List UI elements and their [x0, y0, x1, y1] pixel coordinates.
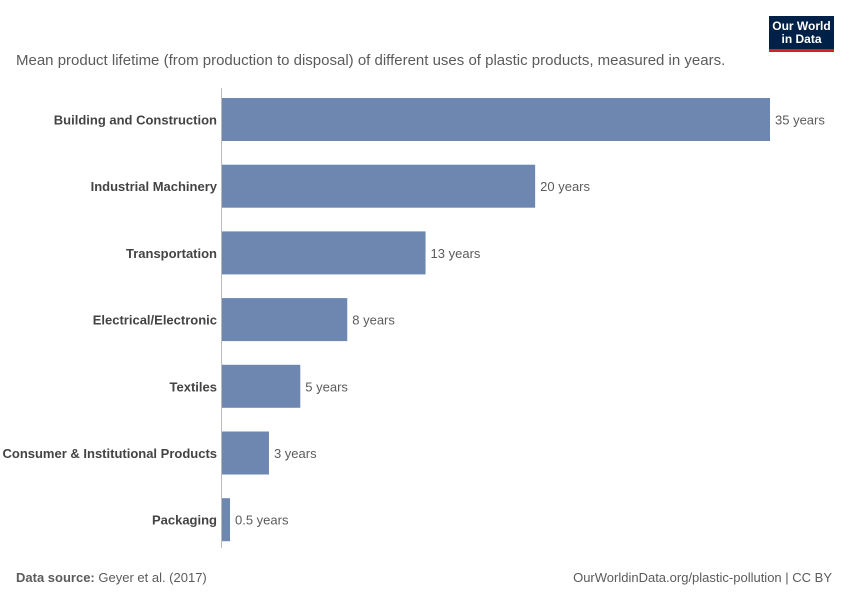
bar[interactable] [222, 298, 348, 342]
bar[interactable] [222, 364, 301, 408]
category-label: Building and Construction [54, 113, 217, 128]
data-source-value: Geyer et al. (2017) [98, 570, 207, 585]
value-label: 35 years [775, 113, 825, 128]
bar[interactable] [222, 231, 426, 275]
category-label: Textiles [170, 379, 217, 394]
category-label: Consumer & Institutional Products [2, 446, 217, 461]
logo-line2: in Data [781, 32, 822, 46]
owid-logo[interactable]: Our World in Data [769, 16, 834, 52]
chart-subtitle: Mean product lifetime (from production t… [16, 52, 726, 69]
value-label: 20 years [540, 179, 590, 194]
footer-link[interactable]: OurWorldinData.org/plastic-pollution | C… [573, 570, 832, 585]
value-label: 5 years [305, 379, 348, 394]
data-source-label: Data source: [16, 570, 95, 585]
value-label: 8 years [352, 313, 395, 328]
category-label: Electrical/Electronic [93, 313, 217, 328]
category-label: Transportation [126, 246, 217, 261]
category-label: Industrial Machinery [91, 179, 218, 194]
value-label: 0.5 years [235, 513, 289, 528]
bar[interactable] [222, 431, 269, 475]
bar[interactable] [222, 98, 770, 141]
bar[interactable] [222, 498, 230, 542]
logo-line1: Our World [772, 19, 831, 33]
bar[interactable] [222, 164, 536, 208]
data-source: Data source: Geyer et al. (2017) [16, 570, 207, 585]
value-label: 13 years [431, 246, 481, 261]
value-label: 3 years [274, 446, 317, 461]
category-label: Packaging [152, 513, 217, 528]
